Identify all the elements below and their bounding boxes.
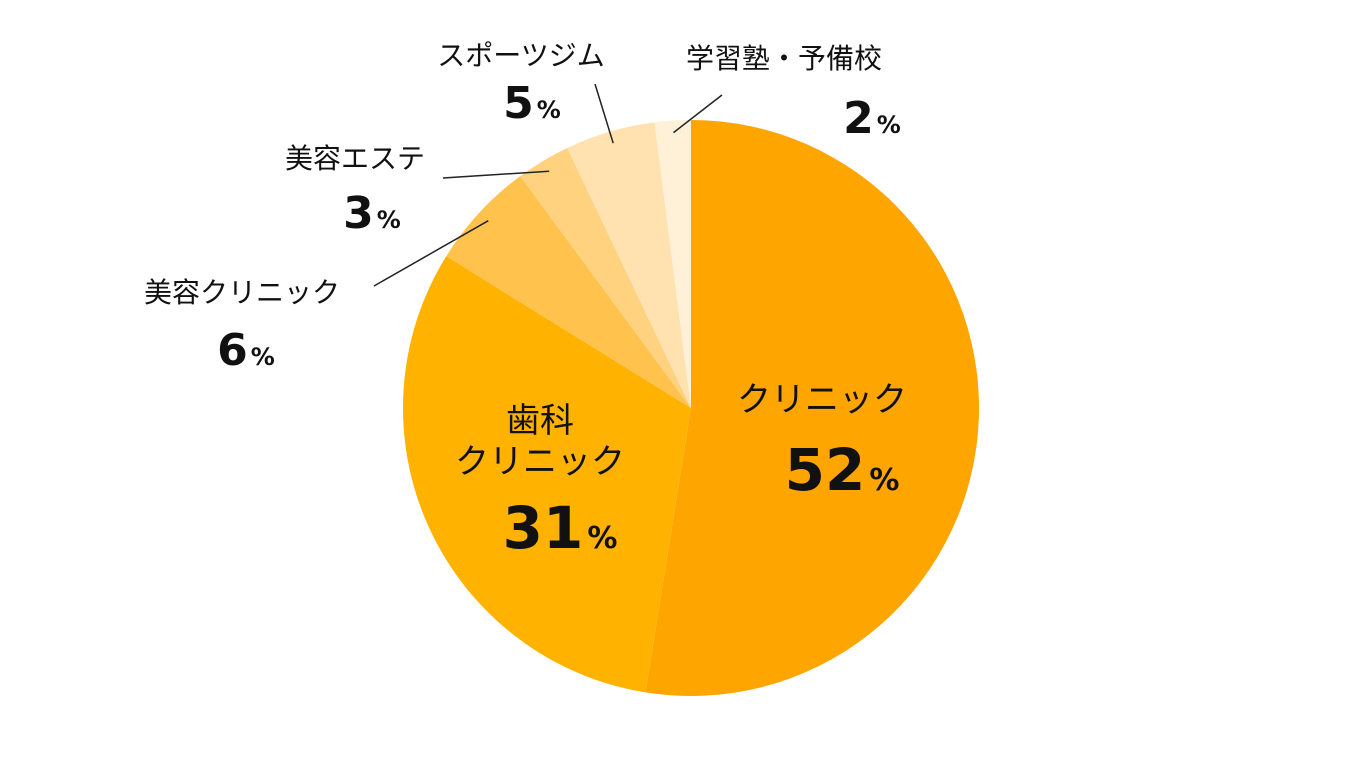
slice-value-group-beauty-clinic: 6% xyxy=(217,325,275,376)
slice-label-sports-gym: スポーツジム xyxy=(437,39,604,72)
slice-label-clinic: クリニック xyxy=(737,380,907,420)
slice-label-group-beauty-esthe: 美容エステ 3% xyxy=(285,142,425,239)
slice-label-cram-school: 学習塾・予備校 xyxy=(686,42,882,75)
slice-value-clinic: 52 xyxy=(785,436,866,504)
pie-slices xyxy=(403,120,980,696)
slice-value-group-dental: 31% xyxy=(503,494,618,562)
slice-label-group-dental: 歯科 クリニック 31% xyxy=(455,401,625,562)
slice-value-dental: 31 xyxy=(503,494,584,562)
slice-value-group-beauty-esthe: 3% xyxy=(343,188,401,239)
pie-slice-clinic xyxy=(645,120,980,696)
slice-unit-dental: % xyxy=(587,521,617,556)
slice-label-group-cram-school: 学習塾・予備校 2% xyxy=(686,42,901,144)
pie-slice-dental-clinic xyxy=(403,256,691,693)
slice-unit-sports-gym: % xyxy=(537,96,561,124)
slice-label-group-beauty-clinic: 美容クリニック 6% xyxy=(144,276,340,376)
slice-value-group-cram-school: 2% xyxy=(843,93,901,144)
slice-value-beauty-esthe: 3 xyxy=(343,188,374,239)
pie-slice-cram-school xyxy=(654,120,691,408)
slice-label-beauty-esthe: 美容エステ xyxy=(285,142,425,175)
slice-value-group-sports-gym: 5% xyxy=(503,78,561,129)
leader-line-beauty-clinic xyxy=(373,220,489,287)
slice-value-sports-gym: 5 xyxy=(503,78,534,129)
slice-unit-beauty-clinic: % xyxy=(251,343,275,371)
leader-line-sports-gym xyxy=(594,83,614,144)
pie-slice-beauty-clinic xyxy=(446,176,691,408)
slice-value-cram-school: 2 xyxy=(843,93,874,144)
slice-unit-beauty-esthe: % xyxy=(377,206,401,234)
leader-line-beauty-esthe xyxy=(442,170,550,179)
pie-slice-sports-gym xyxy=(567,122,691,408)
slice-label-group-sports-gym: スポーツジム 5% xyxy=(437,39,604,129)
slice-unit-cram-school: % xyxy=(877,111,901,139)
slice-label-dental-line2: クリニック xyxy=(455,442,625,482)
slice-label-group-clinic: クリニック 52% xyxy=(737,380,907,504)
slice-label-beauty-clinic: 美容クリニック xyxy=(144,276,340,309)
leader-line-cram-school xyxy=(673,94,723,134)
slice-label-dental-line1: 歯科 xyxy=(506,401,574,441)
slice-value-beauty-clinic: 6 xyxy=(217,325,248,376)
slice-unit-clinic: % xyxy=(869,463,899,498)
slice-value-group-clinic: 52% xyxy=(785,436,900,504)
leader-lines xyxy=(373,83,723,287)
pie-slice-beauty-esthe xyxy=(520,147,691,408)
